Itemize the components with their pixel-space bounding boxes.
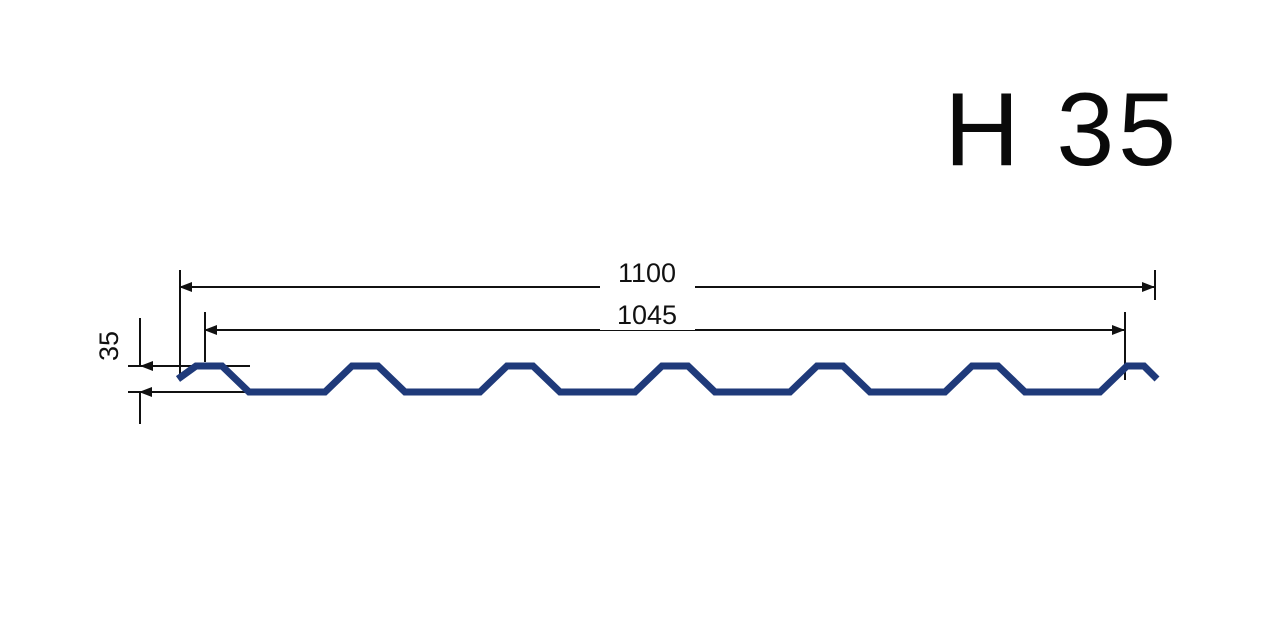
dimension-1045: 1045 (204, 300, 1125, 335)
label-backdrop-1100 (600, 258, 695, 288)
page-title: H 35 (944, 72, 1180, 188)
dimension-label-1100: 1100 (618, 258, 676, 288)
dimension-label-35: 35 (94, 331, 124, 361)
dimension-1100: 1100 (179, 258, 1155, 292)
dimension-35: 35 (94, 318, 153, 424)
dimension-label-1045: 1045 (617, 300, 677, 330)
profile-polyline (175, 362, 1160, 396)
label-backdrop-1045 (600, 300, 695, 330)
